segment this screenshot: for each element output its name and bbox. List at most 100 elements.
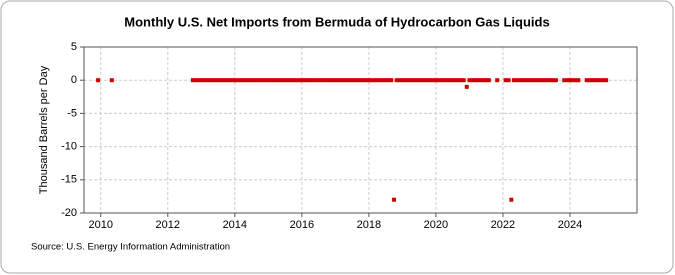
marker — [302, 78, 307, 83]
marker — [540, 78, 545, 83]
marker — [266, 78, 271, 83]
marker — [565, 78, 570, 83]
marker — [344, 78, 349, 83]
marker — [425, 78, 430, 83]
marker — [422, 78, 427, 83]
marker — [299, 78, 304, 83]
marker — [403, 78, 408, 83]
marker — [444, 78, 449, 83]
marker — [216, 78, 221, 83]
marker — [336, 78, 341, 83]
marker — [553, 78, 558, 83]
y-axis-label: Thousand Barrels per Day — [38, 65, 50, 194]
marker — [394, 78, 399, 83]
source-note: Source: U.S. Energy Information Administ… — [31, 242, 230, 253]
marker — [442, 78, 447, 83]
marker — [551, 78, 556, 83]
marker — [428, 78, 433, 83]
marker — [478, 78, 483, 83]
marker — [375, 78, 380, 83]
marker — [573, 78, 578, 83]
x-tick-label: 2016 — [290, 219, 314, 231]
marker — [272, 78, 277, 83]
marker — [196, 78, 201, 83]
y-tick-label: 5 — [71, 41, 77, 53]
y-tick-label: -20 — [61, 207, 77, 219]
marker — [322, 78, 327, 83]
y-tick-label: -5 — [67, 107, 77, 119]
marker — [333, 78, 338, 83]
marker — [380, 78, 385, 83]
marker — [464, 84, 469, 89]
marker — [392, 197, 397, 202]
marker — [193, 78, 198, 83]
marker — [414, 78, 419, 83]
marker — [350, 78, 355, 83]
marker — [598, 78, 603, 83]
x-tick-label: 2010 — [89, 219, 113, 231]
marker — [372, 78, 377, 83]
marker — [269, 78, 274, 83]
marker — [199, 78, 204, 83]
marker — [96, 78, 101, 83]
marker — [277, 78, 282, 83]
marker — [400, 78, 405, 83]
marker — [241, 78, 246, 83]
marker — [531, 78, 536, 83]
marker — [461, 78, 466, 83]
marker — [509, 197, 514, 202]
marker — [230, 78, 235, 83]
marker — [450, 78, 455, 83]
marker — [280, 78, 285, 83]
marker — [447, 78, 452, 83]
marker — [224, 78, 229, 83]
marker — [207, 78, 212, 83]
x-tick-label: 2014 — [223, 219, 247, 231]
marker — [324, 78, 329, 83]
marker — [526, 78, 531, 83]
marker — [361, 78, 366, 83]
marker — [327, 78, 332, 83]
plot-frame — [83, 46, 638, 214]
marker — [590, 78, 595, 83]
y-tick-label: -10 — [61, 141, 77, 153]
marker — [587, 78, 592, 83]
x-tick-label: 2020 — [424, 219, 448, 231]
marker — [297, 78, 302, 83]
marker — [201, 78, 206, 83]
marker — [436, 78, 441, 83]
marker — [511, 78, 516, 83]
marker — [252, 78, 257, 83]
marker — [473, 78, 478, 83]
marker — [263, 78, 268, 83]
marker — [520, 78, 525, 83]
marker — [576, 78, 581, 83]
marker — [358, 78, 363, 83]
marker — [548, 78, 553, 83]
marker — [411, 78, 416, 83]
marker — [243, 78, 248, 83]
y-tick-label: 0 — [71, 74, 77, 86]
markers — [96, 78, 609, 202]
y-tick-label: -15 — [61, 174, 77, 186]
marker — [319, 78, 324, 83]
marker — [347, 78, 352, 83]
marker — [310, 78, 315, 83]
marker — [408, 78, 413, 83]
marker — [221, 78, 226, 83]
marker — [316, 78, 321, 83]
marker — [260, 78, 265, 83]
marker — [503, 78, 508, 83]
x-tick-label: 2022 — [491, 219, 515, 231]
marker — [364, 78, 369, 83]
chart-title: Monthly U.S. Net Imports from Bermuda of… — [124, 14, 549, 29]
marker — [593, 78, 598, 83]
marker — [366, 78, 371, 83]
marker — [542, 78, 547, 83]
marker — [274, 78, 279, 83]
marker — [386, 78, 391, 83]
marker — [190, 78, 195, 83]
marker — [232, 78, 237, 83]
marker — [369, 78, 374, 83]
